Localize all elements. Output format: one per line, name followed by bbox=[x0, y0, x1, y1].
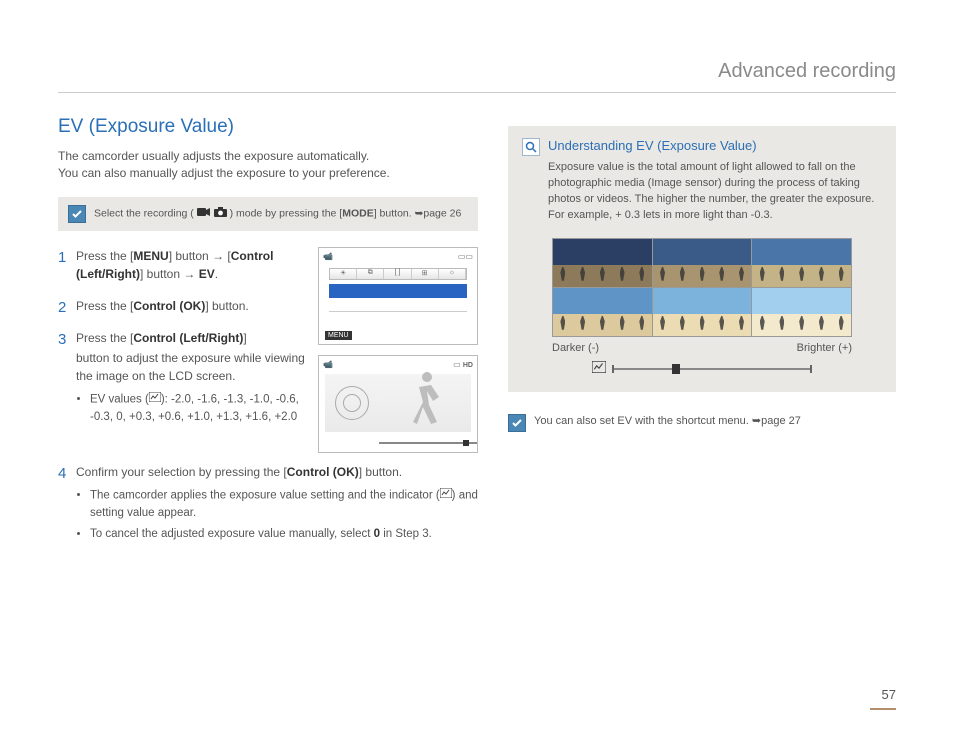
note-text: Select the recording ( ) mode by pressin… bbox=[94, 207, 461, 220]
ev-gallery-cell bbox=[652, 239, 752, 287]
ev-icon bbox=[149, 391, 161, 408]
tip-text: You can also set EV with the shortcut me… bbox=[534, 414, 801, 427]
mode-note: Select the recording ( ) mode by pressin… bbox=[58, 197, 478, 231]
step-sub: To cancel the adjusted exposure value ma… bbox=[90, 526, 478, 543]
intro-line: You can also manually adjust the exposur… bbox=[58, 166, 390, 180]
video-icon bbox=[197, 207, 211, 220]
step-4: Confirm your selection by pressing the [… bbox=[58, 463, 478, 543]
info-box: Understanding EV (Exposure Value) Exposu… bbox=[508, 126, 896, 392]
info-title: Understanding EV (Exposure Value) bbox=[548, 138, 757, 153]
intro-text: The camcorder usually adjusts the exposu… bbox=[58, 148, 478, 183]
ev-gallery bbox=[552, 238, 852, 337]
ev-icon bbox=[592, 360, 606, 378]
ev-gallery-cell bbox=[751, 288, 851, 336]
ev-gallery-cell bbox=[652, 288, 752, 336]
camera-icon bbox=[214, 207, 227, 220]
page-number-rule bbox=[870, 708, 896, 710]
step-sub: The camcorder applies the exposure value… bbox=[90, 487, 478, 522]
ev-gallery-cell bbox=[553, 288, 652, 336]
darker-label: Darker (-) bbox=[552, 342, 599, 354]
check-icon bbox=[68, 205, 86, 223]
step-2: Press the [Control (OK)] button. bbox=[58, 297, 478, 315]
tip-note: You can also set EV with the shortcut me… bbox=[508, 414, 896, 432]
ev-slider: ⧉ bbox=[379, 439, 469, 447]
chapter-title: Advanced recording bbox=[718, 60, 896, 83]
intro-line: The camcorder usually adjusts the exposu… bbox=[58, 149, 369, 163]
brighter-label: Brighter (+) bbox=[797, 342, 852, 354]
menu-selection bbox=[329, 284, 467, 298]
divider bbox=[58, 92, 896, 93]
check-icon bbox=[508, 414, 526, 432]
section-title: EV (Exposure Value) bbox=[58, 116, 478, 138]
ev-gallery-slider bbox=[592, 360, 812, 378]
info-body: Exposure value is the total amount of li… bbox=[548, 160, 882, 224]
step-3: Press the [Control (Left/Right)] button … bbox=[58, 329, 478, 426]
ev-gallery-cell bbox=[751, 239, 851, 287]
page-number: 57 bbox=[882, 687, 896, 702]
step-1: Press the [MENU] button → [Control (Left… bbox=[58, 247, 478, 283]
magnifier-icon bbox=[522, 138, 540, 156]
step-body: button to adjust the exposure while view… bbox=[76, 349, 478, 385]
ev-icon bbox=[440, 487, 452, 504]
ev-gallery-cell bbox=[553, 239, 652, 287]
ev-values-line: EV values (): -2.0, -1.6, -1.3, -1.0, -0… bbox=[90, 391, 478, 426]
